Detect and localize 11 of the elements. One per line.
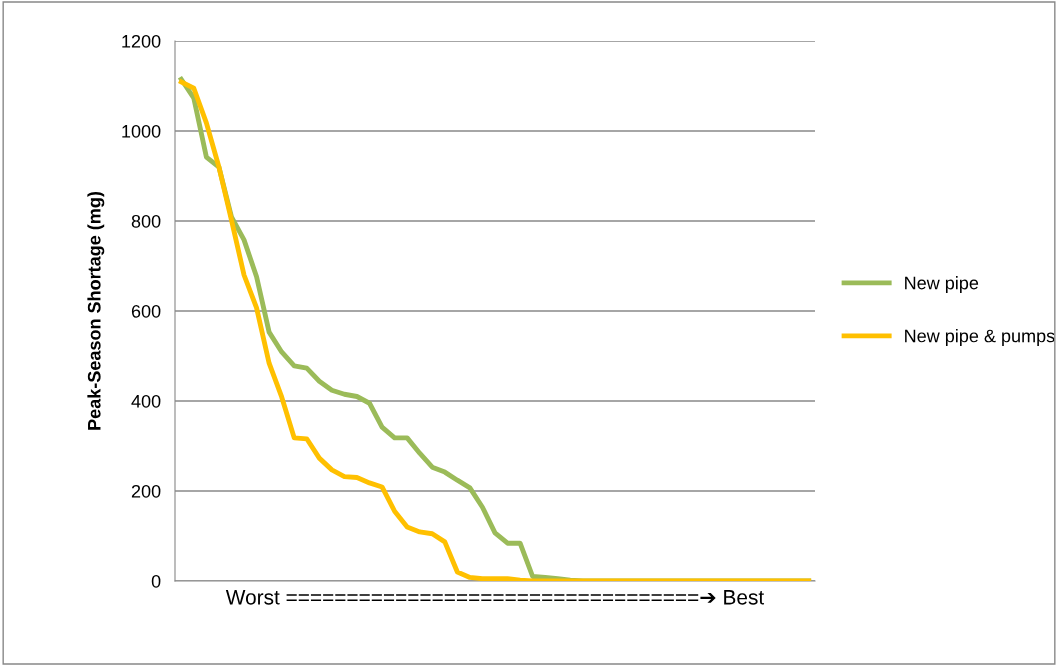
y-tick-label: 0 <box>151 574 161 588</box>
y-tick-label: 1000 <box>122 124 161 138</box>
legend-label: New pipe & pumps <box>905 329 1055 346</box>
y-tick-label: 1200 <box>122 34 161 48</box>
y-tick-label: 800 <box>131 214 161 228</box>
y-axis-title: Peak-Season Shortage (mg) <box>87 191 105 430</box>
legend-label: New pipe <box>905 276 979 293</box>
y-tick-label: 600 <box>131 304 161 318</box>
y-tick-label: 400 <box>131 394 161 408</box>
y-tick-label: 200 <box>131 484 161 498</box>
x-axis-title: Worst ==================================➔ Best <box>225 590 765 605</box>
